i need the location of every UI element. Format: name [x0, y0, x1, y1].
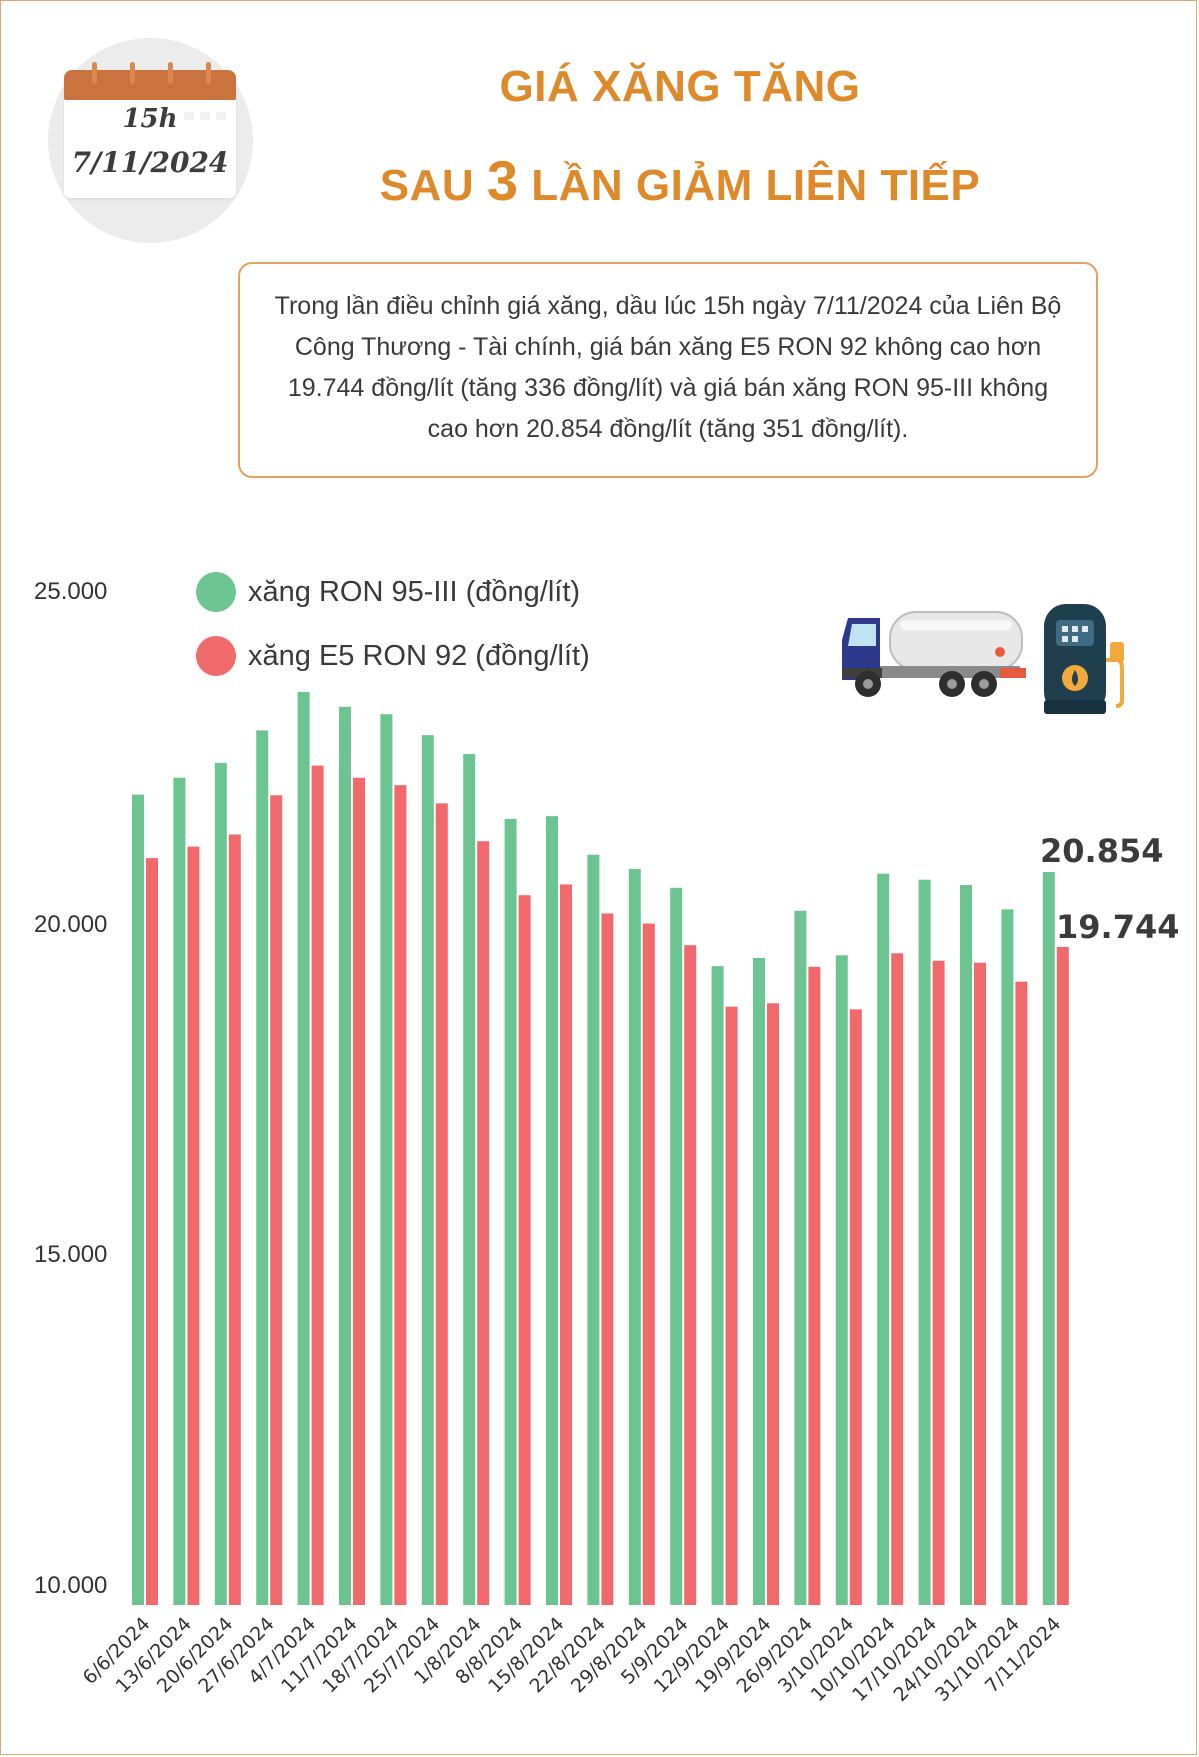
bar-ron95	[546, 816, 558, 1605]
calendar-time: 15h	[122, 104, 178, 134]
bar-e5	[601, 913, 614, 1605]
bar-ron95	[173, 777, 186, 1605]
bar-ron95	[1001, 909, 1014, 1605]
bar-e5	[270, 795, 283, 1605]
bar-ron95	[670, 887, 683, 1605]
bar-e5	[684, 945, 697, 1605]
bar-e5	[725, 1006, 738, 1605]
bar-ron95	[1042, 871, 1055, 1605]
bar-e5	[974, 962, 986, 1605]
bar-ron95	[835, 955, 848, 1605]
bar-ron95	[877, 873, 890, 1605]
bar-ron95	[463, 754, 476, 1605]
legend-label-e5: xăng E5 RON 92 (đồng/lít)	[248, 640, 590, 672]
bar-ron95	[297, 691, 310, 1605]
bar-e5	[477, 841, 490, 1605]
bar-ron95	[918, 879, 931, 1605]
bar-ron95	[380, 714, 393, 1605]
legend-label-ron95: xăng RON 95-III (đồng/lít)	[248, 576, 581, 608]
bar-e5	[849, 1009, 862, 1605]
bar-ron95	[711, 966, 724, 1605]
bar-e5	[1015, 981, 1028, 1605]
bar-ron95	[339, 706, 351, 1605]
bar-e5	[146, 858, 158, 1605]
bar-e5	[311, 765, 324, 1605]
bar-ron95	[587, 854, 600, 1605]
legend-dot-e5	[196, 636, 236, 676]
bar-e5	[187, 846, 200, 1605]
title-number: 3	[486, 149, 519, 212]
value-label-ron95: 20.854	[1040, 832, 1164, 870]
bar-e5	[518, 895, 531, 1605]
bar-e5	[560, 884, 572, 1605]
bar-ron95	[504, 818, 517, 1605]
bar-e5	[353, 777, 365, 1605]
y-tick-label: 15.000	[34, 1241, 108, 1268]
bar-ron95	[132, 794, 144, 1605]
y-tick-label: 25.000	[34, 578, 108, 605]
bar-ron95	[794, 910, 807, 1605]
title-prefix: SAU	[379, 161, 487, 210]
title-suffix: LẦN GIẢM LIÊN TIẾP	[518, 161, 981, 210]
bar-ron95	[421, 735, 434, 1605]
calendar-date: 7/11/2024	[71, 146, 229, 179]
bar-e5	[891, 953, 904, 1605]
bar-e5	[932, 960, 945, 1605]
bar-ron95	[628, 868, 641, 1605]
y-tick-label: 20.000	[34, 911, 108, 938]
bar-e5	[1056, 946, 1069, 1605]
legend-dot-ron95	[196, 572, 236, 612]
bar-e5	[394, 785, 407, 1605]
value-label-e5: 19.744	[1056, 908, 1180, 946]
bar-ron95	[256, 730, 269, 1605]
summary-box: Trong lần điều chỉnh giá xăng, dầu lúc 1…	[238, 262, 1098, 478]
page-title-line-1: GIÁ XĂNG TĂNG	[499, 62, 861, 111]
bar-e5	[228, 834, 241, 1605]
page-title-line-2: SAU 3 LẦN GIẢM LIÊN TIẾP	[300, 148, 1060, 213]
bar-e5	[767, 1003, 779, 1605]
bar-e5	[642, 923, 655, 1605]
y-tick-label: 10.000	[34, 1572, 108, 1599]
bar-e5	[435, 803, 448, 1605]
bar-e5	[808, 966, 821, 1605]
bar-ron95	[960, 885, 972, 1605]
bar-ron95	[753, 958, 765, 1605]
bar-ron95	[214, 762, 227, 1605]
